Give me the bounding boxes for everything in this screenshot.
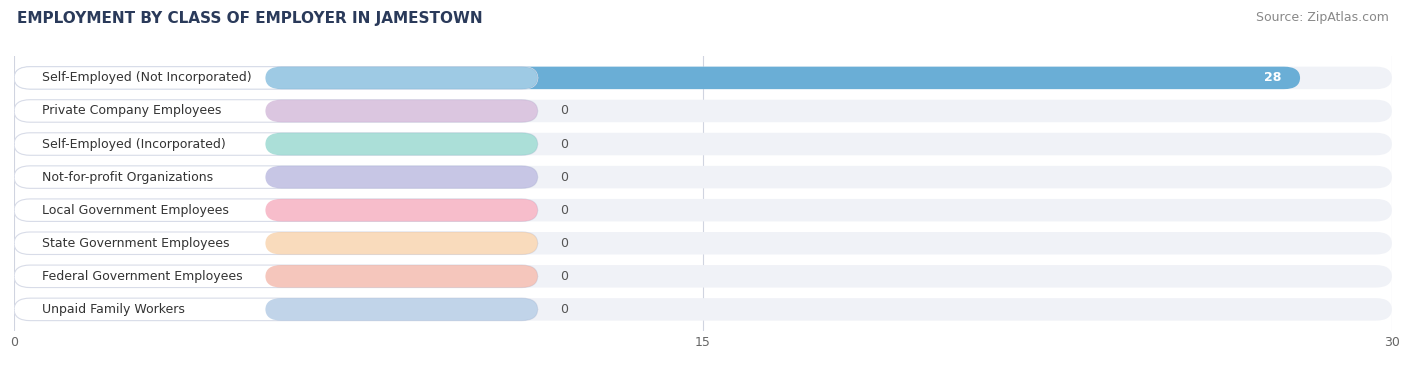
FancyBboxPatch shape xyxy=(14,67,1301,89)
FancyBboxPatch shape xyxy=(14,100,1392,122)
FancyBboxPatch shape xyxy=(266,67,537,89)
FancyBboxPatch shape xyxy=(266,133,537,155)
FancyBboxPatch shape xyxy=(14,298,537,321)
Text: Source: ZipAtlas.com: Source: ZipAtlas.com xyxy=(1256,11,1389,24)
FancyBboxPatch shape xyxy=(14,232,1392,255)
Text: Private Company Employees: Private Company Employees xyxy=(42,105,221,117)
FancyBboxPatch shape xyxy=(266,265,537,288)
FancyBboxPatch shape xyxy=(14,67,1392,89)
FancyBboxPatch shape xyxy=(14,133,1392,155)
FancyBboxPatch shape xyxy=(14,199,537,221)
FancyBboxPatch shape xyxy=(266,232,537,255)
Text: EMPLOYMENT BY CLASS OF EMPLOYER IN JAMESTOWN: EMPLOYMENT BY CLASS OF EMPLOYER IN JAMES… xyxy=(17,11,482,26)
Text: Local Government Employees: Local Government Employees xyxy=(42,204,229,217)
FancyBboxPatch shape xyxy=(14,166,537,188)
FancyBboxPatch shape xyxy=(14,265,1392,288)
FancyBboxPatch shape xyxy=(14,232,537,255)
FancyBboxPatch shape xyxy=(14,166,1392,188)
Text: Unpaid Family Workers: Unpaid Family Workers xyxy=(42,303,184,316)
Text: Self-Employed (Incorporated): Self-Employed (Incorporated) xyxy=(42,138,225,150)
FancyBboxPatch shape xyxy=(14,298,1392,321)
FancyBboxPatch shape xyxy=(266,298,537,321)
FancyBboxPatch shape xyxy=(266,100,537,122)
Text: 0: 0 xyxy=(561,237,568,250)
FancyBboxPatch shape xyxy=(14,100,537,122)
FancyBboxPatch shape xyxy=(14,67,537,89)
FancyBboxPatch shape xyxy=(14,133,537,155)
Text: 28: 28 xyxy=(1264,71,1282,84)
Text: 0: 0 xyxy=(561,105,568,117)
Text: Self-Employed (Not Incorporated): Self-Employed (Not Incorporated) xyxy=(42,71,252,84)
Text: State Government Employees: State Government Employees xyxy=(42,237,229,250)
Text: Not-for-profit Organizations: Not-for-profit Organizations xyxy=(42,171,212,183)
FancyBboxPatch shape xyxy=(14,199,1392,221)
FancyBboxPatch shape xyxy=(266,199,537,221)
Text: Federal Government Employees: Federal Government Employees xyxy=(42,270,242,283)
Text: 0: 0 xyxy=(561,171,568,183)
FancyBboxPatch shape xyxy=(14,265,537,288)
Text: 0: 0 xyxy=(561,138,568,150)
Text: 0: 0 xyxy=(561,204,568,217)
Text: 0: 0 xyxy=(561,303,568,316)
FancyBboxPatch shape xyxy=(266,166,537,188)
Text: 0: 0 xyxy=(561,270,568,283)
